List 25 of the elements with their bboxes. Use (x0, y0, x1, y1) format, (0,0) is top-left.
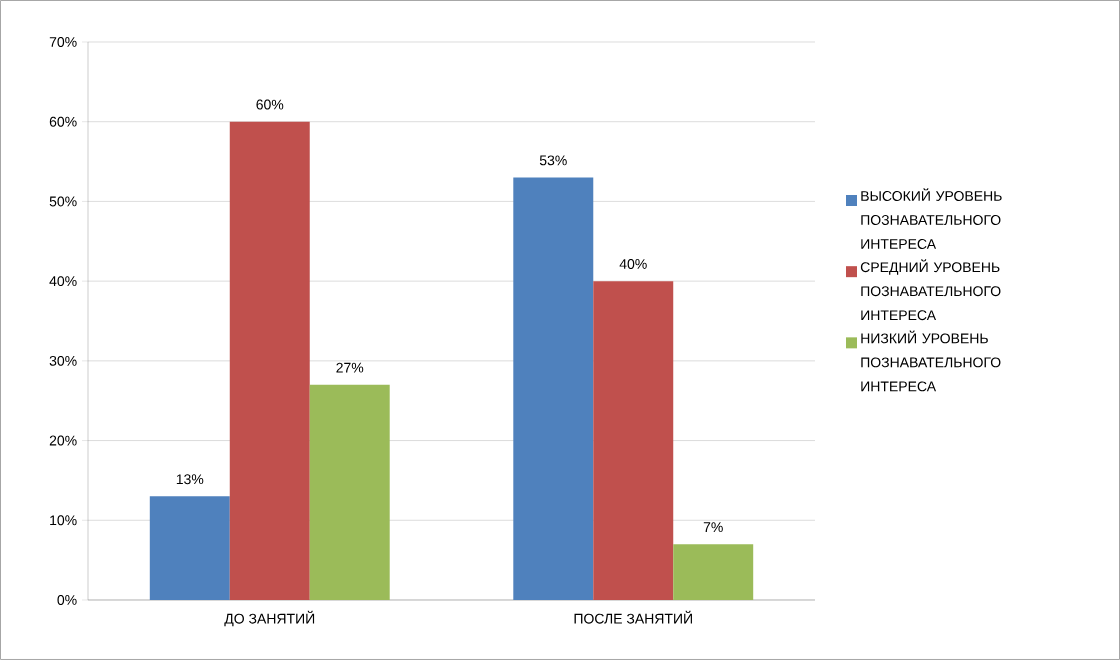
y-tick-label: 50% (49, 196, 77, 207)
data-label: 60% (256, 99, 284, 110)
x-tick-label: ДО ЗАНЯТИЙ (224, 610, 315, 627)
y-tick-label: 40% (49, 276, 77, 287)
y-tick-label: 70% (49, 37, 77, 47)
bar (229, 121, 310, 600)
bar (673, 544, 754, 600)
y-tick-label: 0% (57, 595, 77, 605)
legend-label: СРЕДНИЙ УРОВЕНЬ ПОЗНАВАТЕЛЬНОГО ИНТЕРЕСА (860, 259, 1001, 321)
data-label: 7% (703, 522, 723, 532)
data-label: 40% (619, 259, 647, 269)
x-tick-label: ПОСЛЕ ЗАНЯТИЙ (574, 610, 692, 624)
bar (149, 496, 230, 600)
bar (513, 177, 594, 600)
bar (593, 281, 674, 600)
y-tick-label: 20% (49, 435, 77, 446)
y-tick-label: 10% (50, 515, 77, 526)
data-label: 27% (336, 362, 364, 373)
legend-label: НИЗКИЙ УРОВЕНЬ ПОЗНАВАТЕЛЬНОГО ИНТЕРЕСА (861, 330, 1001, 392)
bar (309, 384, 390, 600)
data-label: 13% (176, 474, 204, 485)
data-label: 53% (539, 155, 567, 166)
y-tick-label: 60% (49, 116, 77, 127)
y-tick-label: 30% (49, 355, 77, 366)
legend-label: ВЫСОКИЙ УРОВЕНЬ ПОЗНАВАТЕЛЬНОГО ИНТЕРЕСА (861, 188, 1002, 249)
